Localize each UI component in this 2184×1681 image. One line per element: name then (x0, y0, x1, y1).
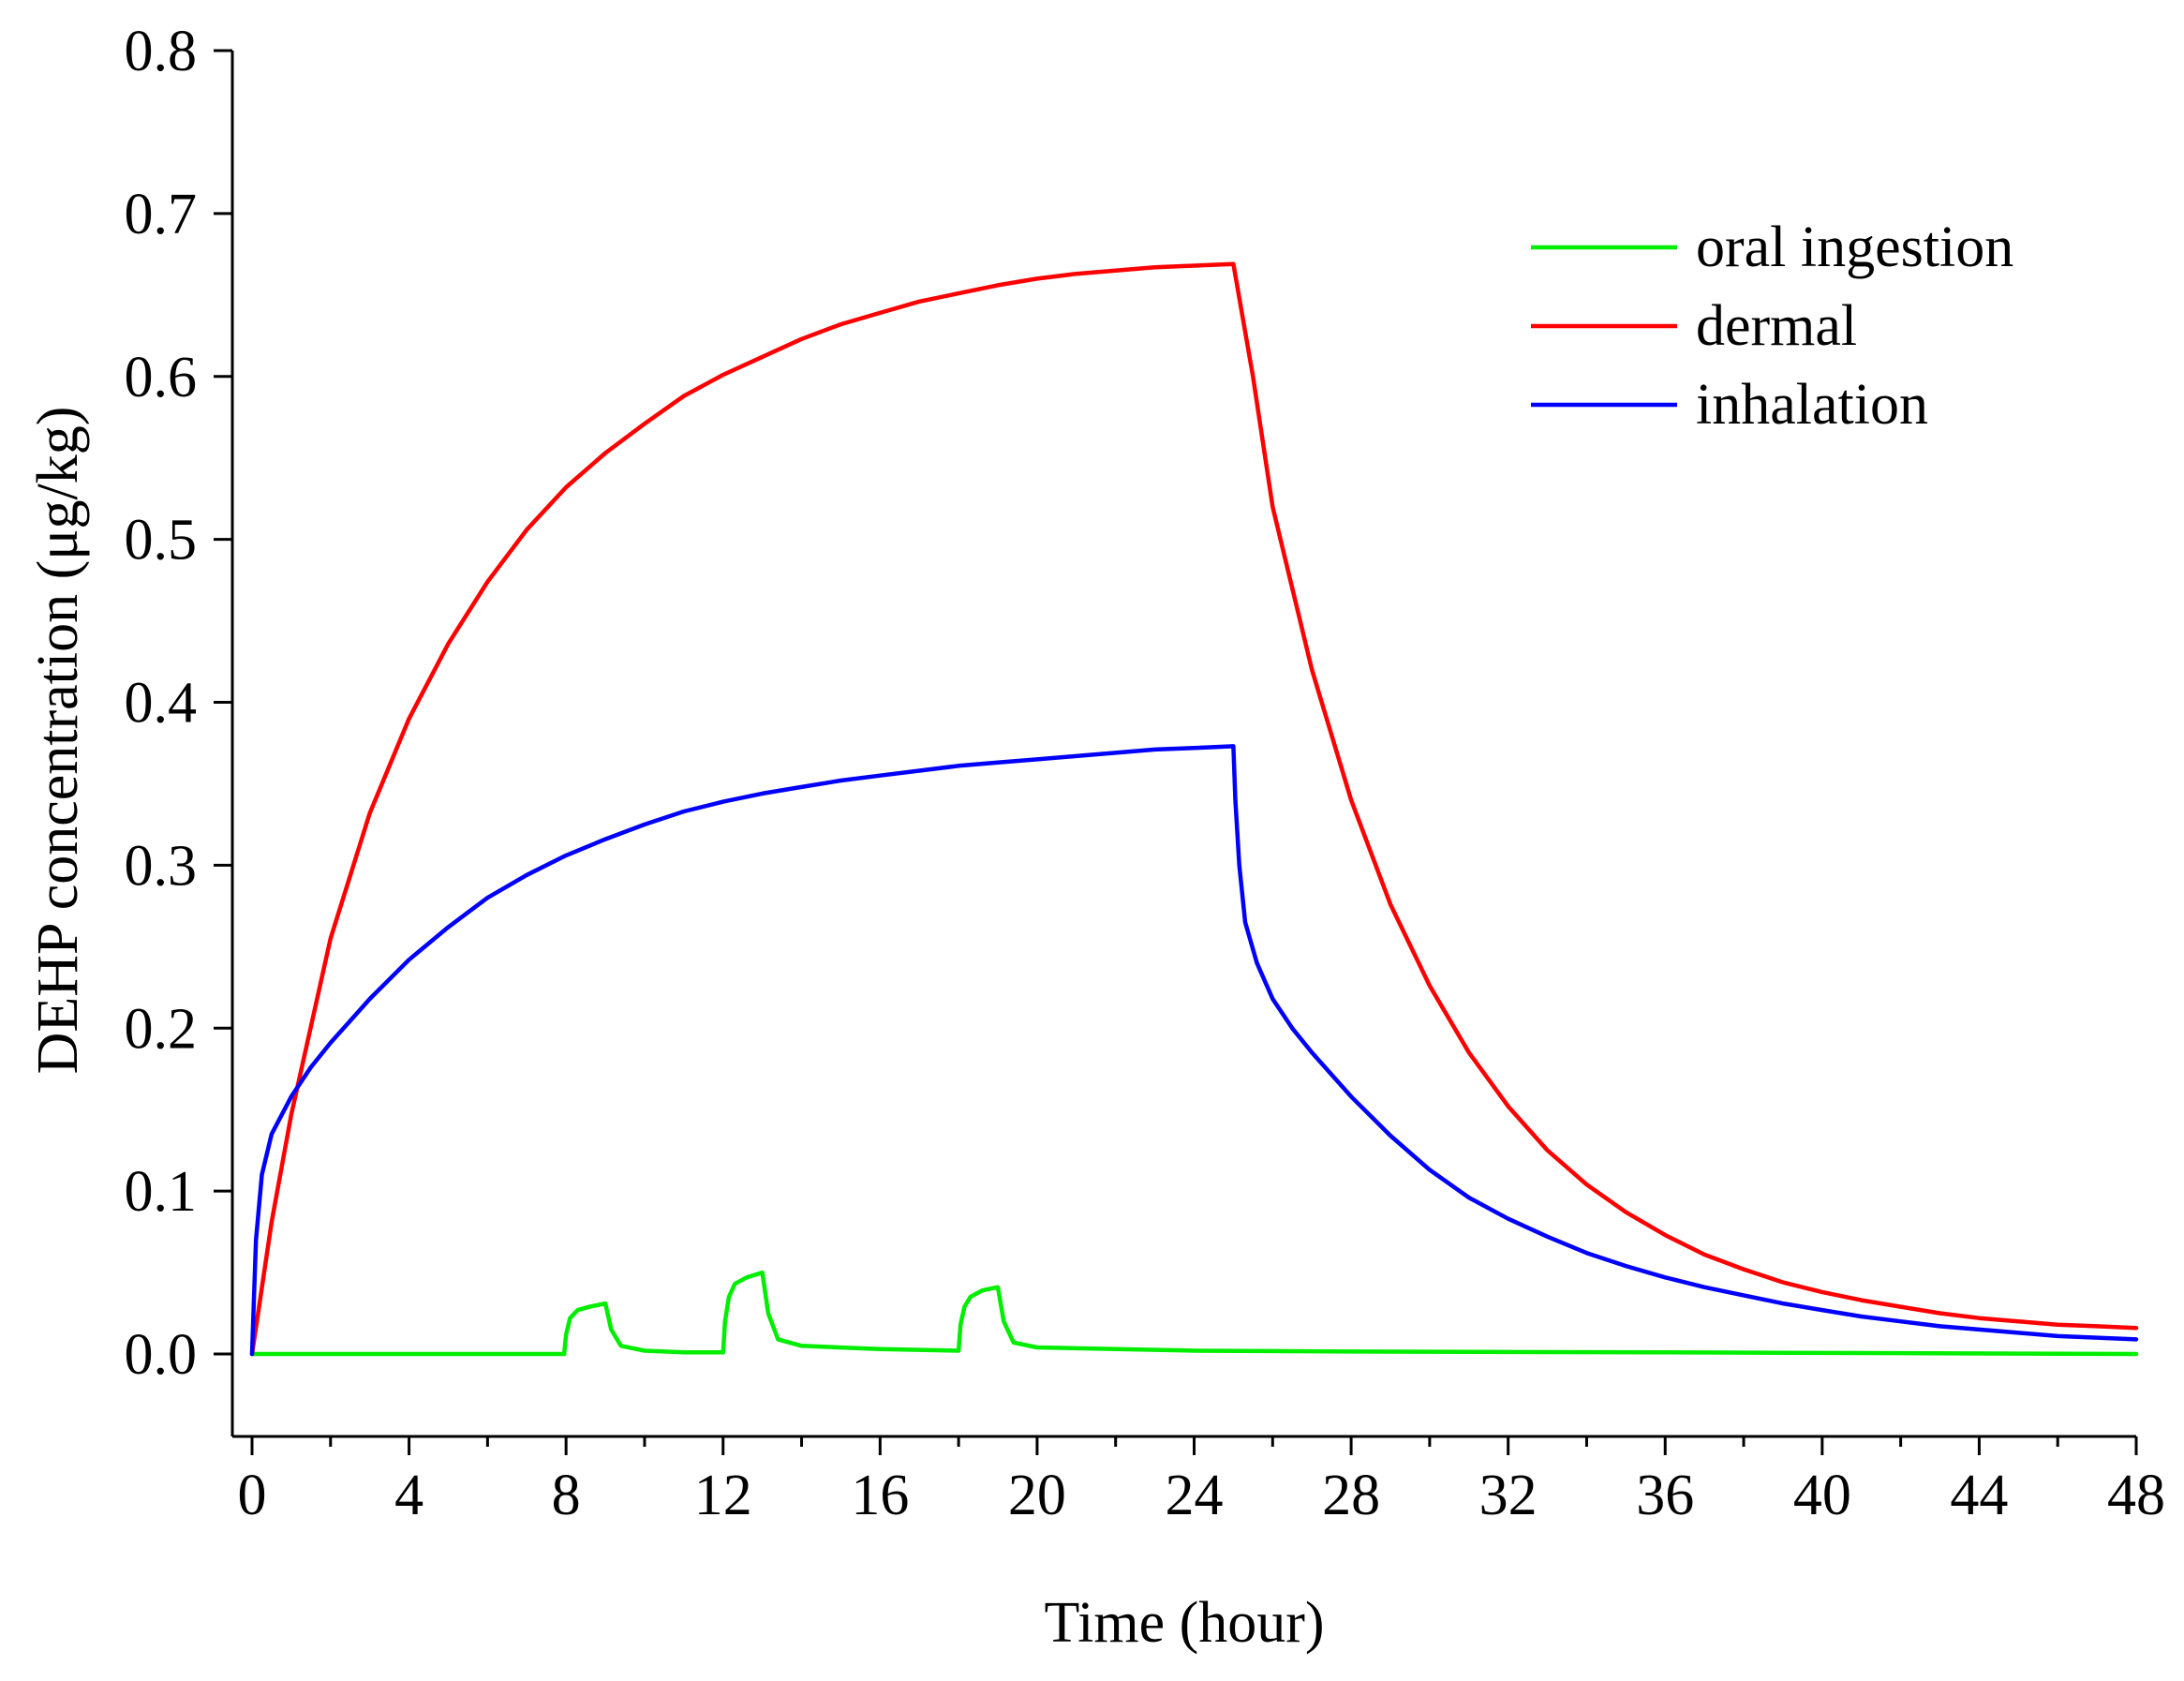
y-tick-label: 0.3 (125, 834, 198, 898)
x-axis-title: Time (hour) (1044, 1591, 1324, 1655)
y-tick-label: 0.0 (125, 1323, 198, 1387)
x-tick-label: 40 (1793, 1464, 1851, 1527)
series-line-dermal (249, 261, 2139, 1357)
series-line-oral-ingestion (249, 1270, 2139, 1357)
x-tick-label: 36 (1636, 1464, 1694, 1527)
x-tick-label: 20 (1008, 1464, 1066, 1527)
y-axis-title: DEHP concentration (μg/kg) (26, 407, 90, 1075)
x-tick-label: 8 (552, 1464, 581, 1527)
x-tick-label: 28 (1322, 1464, 1380, 1527)
y-tick-label: 0.1 (125, 1160, 198, 1224)
plot-lines (249, 261, 2139, 1357)
legend-label: inhalation (1696, 373, 1928, 437)
y-tick-label: 0.6 (125, 346, 198, 409)
y-tick-label: 0.8 (125, 20, 198, 83)
x-tick-label: 4 (394, 1464, 423, 1527)
y-tick-label: 0.5 (125, 509, 198, 573)
series-line-inhalation (249, 744, 2139, 1357)
x-tick-label: 32 (1479, 1464, 1538, 1527)
legend-label: oral ingestion (1696, 216, 2013, 279)
x-tick-label: 48 (2107, 1464, 2165, 1527)
legend-label: dermal (1696, 294, 1857, 358)
legend: oral ingestion dermal inhalation (1531, 216, 2013, 437)
y-tick-label: 0.4 (125, 672, 198, 736)
x-tick-label: 44 (1950, 1464, 2008, 1527)
y-tick-label: 0.2 (125, 997, 198, 1061)
x-tick-label: 12 (694, 1464, 752, 1527)
x-tick-label: 0 (238, 1464, 267, 1527)
x-tick-label: 16 (851, 1464, 909, 1527)
x-tick-label: 24 (1166, 1464, 1224, 1527)
y-tick-label: 0.7 (125, 183, 198, 246)
x-axis: 0 4 8 12 16 20 24 28 32 36 40 44 48 (232, 1435, 2165, 1527)
y-axis: 0.0 0.1 0.2 0.3 0.4 0.5 0.6 0.7 0.8 (125, 20, 234, 1436)
